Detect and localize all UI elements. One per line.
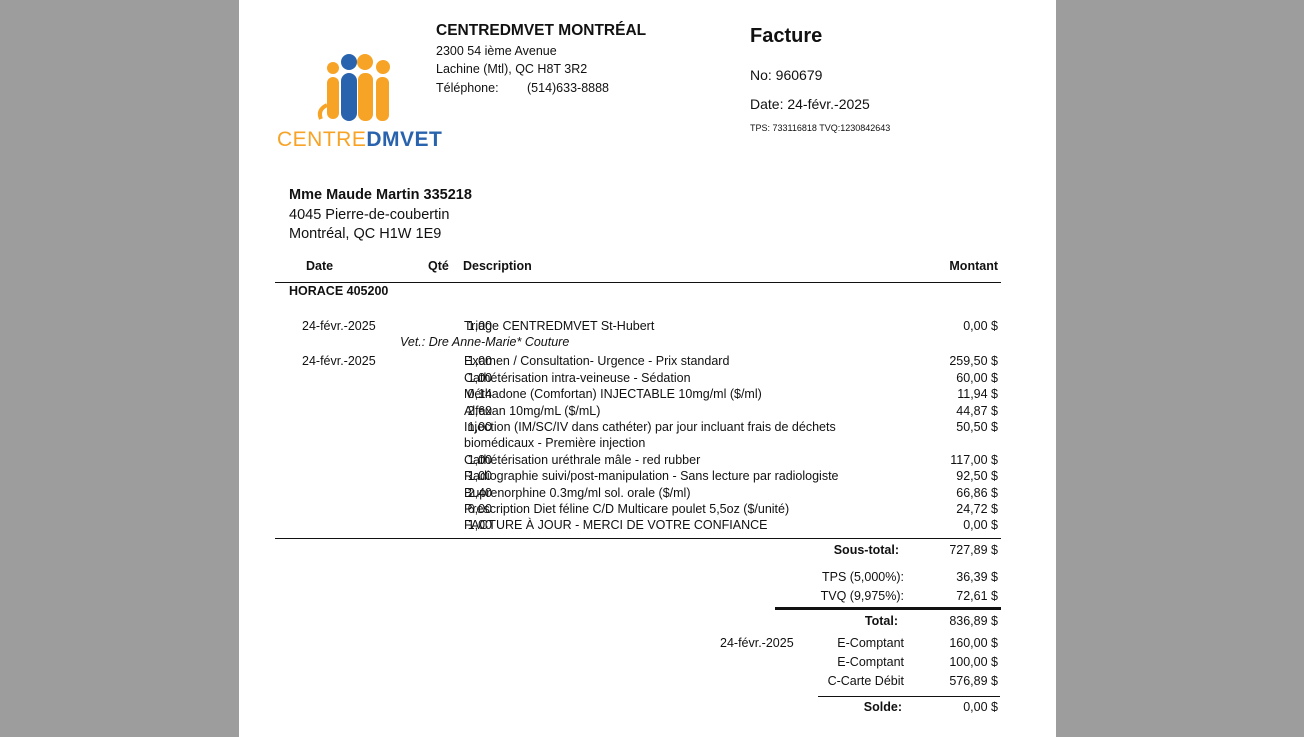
item-description: FACTURE À JOUR - MERCI DE VOTRE CONFIANC… (464, 518, 768, 533)
item-note: Vet.: Dre Anne-Marie* Couture (400, 334, 570, 349)
item-description: Prescription Diet féline C/D Multicare p… (464, 502, 790, 516)
item-description: Méthadone (Comfortan) INJECTABLE 10mg/ml… (464, 387, 762, 402)
payment-date: 24-févr.-2025 (720, 636, 794, 650)
logo-mark (317, 54, 390, 121)
clinic-address: 2300 54 ième Avenue (436, 44, 557, 58)
item-qty: 2,40 (467, 485, 492, 500)
item-amount: 66,86 $ (956, 485, 998, 500)
clinic-name: CENTREDMVET MONTRÉAL (436, 22, 647, 39)
payment-amount: 160,00 $ (949, 636, 998, 650)
column-header: Montant (949, 259, 998, 273)
client-address: Montréal, QC H1W 1E9 (289, 226, 442, 242)
item-description: Injection (IM/SC/IV dans cathéter) par j… (464, 420, 836, 450)
total-value: 727,89 $ (949, 543, 998, 557)
item-qty: 1,00 (467, 354, 492, 369)
item-qty: 1,00 (467, 319, 492, 333)
item-qty: 1,00 (467, 452, 492, 467)
item-description: Triage CENTREDMVET St-Hubert (464, 319, 655, 333)
divider (275, 282, 1001, 283)
column-header: Description (463, 259, 532, 273)
payment-method: C-Carte Débit (827, 674, 904, 688)
total-label: Solde: (863, 700, 902, 714)
phone: (514)633-8888 (527, 81, 610, 95)
total-label: TVQ (9,975%): (820, 589, 904, 603)
invoice-number: No: 960679 (750, 67, 823, 83)
item-description: Buprenorphine 0.3mg/ml sol. orale ($/ml) (464, 485, 691, 500)
item-amount: 92,50 $ (956, 469, 998, 484)
payment-method: E-Comptant (837, 655, 904, 669)
client-name: Mme Maude Martin 335218 (289, 187, 472, 203)
item-date: 24-févr.-2025 (302, 354, 376, 369)
total-label: Sous-total: (833, 543, 899, 557)
payment-amount: 100,00 $ (949, 655, 998, 669)
item-amount: 44,87 $ (956, 403, 998, 418)
column-header: Qté (428, 259, 449, 273)
item-amount: 11,94 $ (957, 387, 998, 402)
item-amount: 60,00 $ (956, 370, 998, 385)
total-label: TPS (5,000%): (822, 570, 904, 584)
item-qty: 1,00 (467, 469, 492, 484)
phone-label: Téléphone: (436, 81, 499, 95)
item-amount: 24,72 $ (956, 502, 998, 516)
item-description: Cathétérisation uréthrale mâle - red rub… (464, 452, 701, 467)
invoice-date: Date: 24-févr.-2025 (750, 96, 870, 112)
logo-part: CENTRE (277, 128, 367, 151)
item-date: 24-févr.-2025 (302, 319, 376, 333)
patient: HORACE 405200 (289, 284, 389, 298)
total-label: Total: (864, 614, 898, 628)
column-header: Date (306, 259, 334, 273)
invoice-page: CENTREDMVET CENTREDMVET MONTRÉAL 2300 54… (239, 0, 1056, 737)
total-value: 836,89 $ (949, 614, 998, 628)
total-value: 72,61 $ (956, 589, 998, 603)
total-value: 0,00 $ (963, 700, 998, 714)
item-amount: 0,00 $ (963, 319, 998, 333)
payment-amount: 576,89 $ (949, 674, 998, 688)
item-description: Cathétérisation intra-veineuse - Sédatio… (464, 370, 691, 385)
item-amount: 0,00 $ (963, 518, 998, 533)
item-description: Alfaxan 10mg/mL ($/mL) (464, 403, 601, 418)
item-qty: 1,00 (467, 420, 492, 434)
item-description: Examen / Consultation- Urgence - Prix st… (464, 354, 730, 369)
tax-numbers: TPS: 733116818 TVQ:1230842643 (750, 123, 891, 133)
item-qty: 1,00 (467, 518, 492, 533)
item-qty: 2,60 (467, 403, 492, 418)
payment-method: E-Comptant (837, 636, 904, 650)
item-amount: 259,50 $ (949, 354, 998, 369)
invoice-title: Facture (750, 25, 823, 47)
divider (775, 607, 1001, 610)
item-description: Radiographie suivi/post-manipulation - S… (464, 469, 839, 484)
item-qty: 0,14 (467, 387, 492, 402)
item-qty: 1,00 (467, 370, 492, 385)
divider (275, 538, 1001, 539)
total-value: 36,39 $ (956, 570, 998, 584)
logo-part: DMVET (366, 128, 443, 151)
clinic-address: Lachine (Mtl), QC H8T 3R2 (436, 62, 588, 76)
item-qty: 6,00 (467, 502, 492, 516)
divider (818, 696, 1000, 697)
item-amount: 117,00 $ (950, 452, 998, 467)
client-address: 4045 Pierre-de-coubertin (289, 207, 450, 223)
item-amount: 50,50 $ (956, 420, 998, 434)
logo-text: CENTREDMVET (277, 128, 442, 152)
